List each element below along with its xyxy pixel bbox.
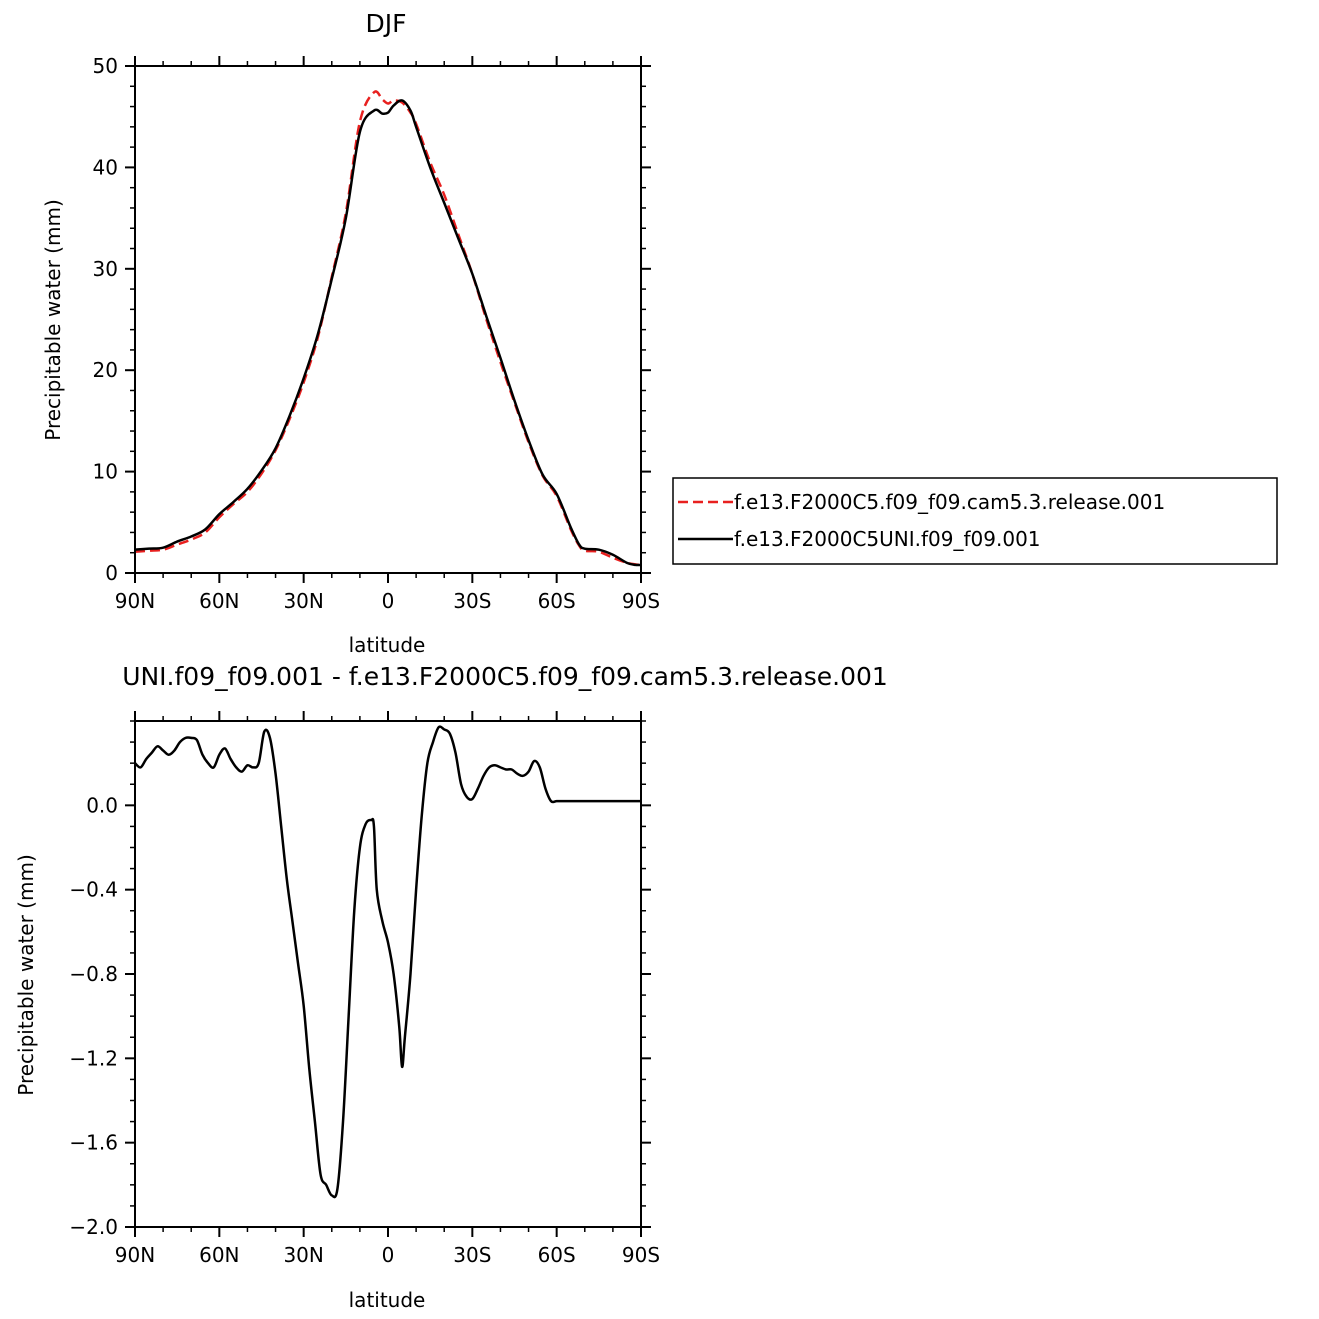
bottom-x-axis-label: latitude bbox=[349, 1288, 426, 1312]
top-y-axis-label: Precipitable water (mm) bbox=[41, 199, 65, 441]
x-tick-label: 90S bbox=[622, 589, 660, 613]
bottom-panel: UNI.f09_f09.001 - f.e13.F2000C5.f09_f09.… bbox=[14, 662, 888, 1312]
series-line-1-0 bbox=[134, 725, 641, 1199]
y-tick-label: −1.6 bbox=[69, 1131, 118, 1155]
x-tick-label: 90N bbox=[115, 589, 155, 613]
series-line-0-0 bbox=[134, 90, 642, 567]
y-tick-label: −0.4 bbox=[69, 878, 118, 902]
x-tick-label: 30S bbox=[453, 1243, 491, 1267]
x-tick-label: 0 bbox=[382, 1243, 395, 1267]
top-x-axis-label: latitude bbox=[349, 633, 426, 657]
legend-box bbox=[672, 477, 1278, 565]
x-tick-label: 90S bbox=[622, 1243, 660, 1267]
x-tick-label: 30S bbox=[453, 589, 491, 613]
y-tick-label: 50 bbox=[93, 54, 118, 78]
x-tick-label: 60N bbox=[199, 1243, 239, 1267]
bottom-chart-title: UNI.f09_f09.001 - f.e13.F2000C5.f09_f09.… bbox=[122, 662, 888, 691]
x-tick-label: 60S bbox=[538, 1243, 576, 1267]
legend: f.e13.F2000C5.f09_f09.cam5.3.release.001… bbox=[672, 477, 1278, 565]
y-tick-label: 0 bbox=[105, 561, 118, 585]
top-chart-title: DJF bbox=[365, 9, 406, 38]
bottom-y-axis-label: Precipitable water (mm) bbox=[14, 854, 38, 1096]
series-line-0-1 bbox=[134, 99, 642, 567]
top-panel: DJF latitude Precipitable water (mm) 90N… bbox=[41, 9, 660, 657]
x-tick-label: 60N bbox=[199, 589, 239, 613]
y-tick-label: 30 bbox=[93, 257, 118, 281]
legend-label-uni: f.e13.F2000C5UNI.f09_f09.001 bbox=[734, 527, 1041, 551]
y-tick-label: 0.0 bbox=[86, 793, 118, 817]
x-tick-label: 0 bbox=[382, 589, 395, 613]
legend-label-cam5: f.e13.F2000C5.f09_f09.cam5.3.release.001 bbox=[734, 490, 1165, 514]
y-tick-label: 20 bbox=[93, 358, 118, 382]
y-tick-label: 40 bbox=[93, 155, 118, 179]
y-tick-label: −1.2 bbox=[69, 1046, 118, 1070]
y-tick-label: −0.8 bbox=[69, 962, 118, 986]
x-tick-label: 30N bbox=[283, 589, 323, 613]
bottom-series-lines bbox=[134, 725, 641, 1199]
top-plot-frame bbox=[134, 65, 642, 574]
x-tick-label: 90N bbox=[115, 1243, 155, 1267]
x-tick-label: 30N bbox=[283, 1243, 323, 1267]
x-tick-label: 60S bbox=[538, 589, 576, 613]
y-tick-label: −2.0 bbox=[69, 1215, 118, 1239]
bottom-plot-frame bbox=[134, 720, 642, 1228]
y-tick-label: 10 bbox=[93, 460, 118, 484]
top-ticks: 90N 60N 30N 0 30S 60S 90S 0 10 20 30 40 50 bbox=[93, 54, 661, 613]
bottom-ticks: 90N 60N 30N 0 30S 60S 90S −2.0 −1.6 −1.2 −0.8 −0.4 0… bbox=[69, 711, 660, 1267]
top-series-lines bbox=[134, 90, 642, 567]
